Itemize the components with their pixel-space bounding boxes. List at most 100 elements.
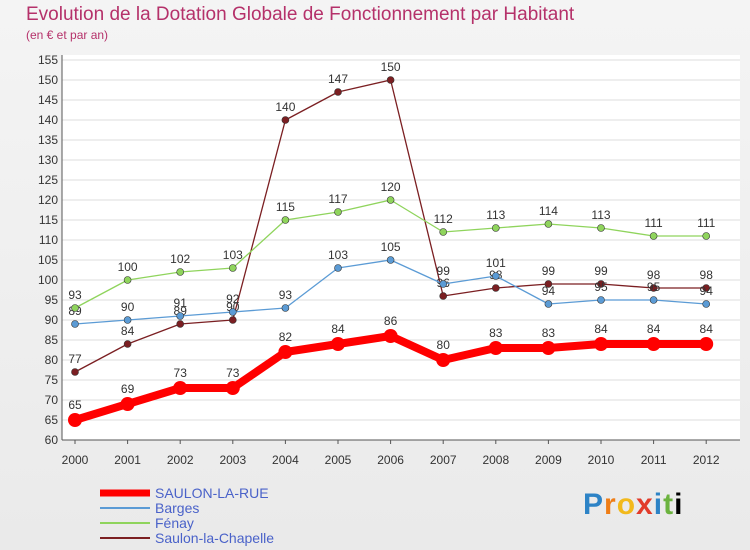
data-label: 91 — [174, 296, 188, 310]
data-point — [229, 264, 237, 272]
data-label: 111 — [644, 216, 663, 230]
data-label: 115 — [276, 200, 295, 214]
y-tick-label: 125 — [38, 173, 58, 187]
data-label: 69 — [121, 382, 135, 396]
x-tick-label: 2005 — [325, 453, 352, 467]
data-label: 95 — [647, 280, 661, 294]
x-tick-label: 2002 — [167, 453, 194, 467]
legend-label: Saulon-la-Chapelle — [155, 530, 274, 546]
x-tick-label: 2009 — [535, 453, 562, 467]
data-point — [594, 337, 608, 351]
y-tick-label: 95 — [45, 293, 59, 307]
data-label: 101 — [486, 256, 506, 270]
x-tick-label: 2007 — [430, 453, 457, 467]
data-point — [597, 296, 605, 304]
y-tick-label: 145 — [38, 93, 58, 107]
data-point — [541, 341, 556, 355]
y-tick-label: 90 — [45, 313, 59, 327]
data-label: 90 — [121, 300, 135, 314]
data-point — [491, 224, 500, 232]
data-point — [702, 232, 711, 240]
y-tick-label: 155 — [38, 53, 58, 67]
data-point — [491, 284, 500, 292]
x-tick-label: 2000 — [62, 453, 89, 467]
data-point — [176, 312, 184, 320]
data-point — [71, 320, 79, 328]
data-label: 80 — [437, 338, 451, 352]
y-tick-label: 120 — [38, 193, 58, 207]
data-point — [386, 196, 395, 204]
data-point — [123, 340, 132, 348]
data-point — [173, 381, 188, 395]
data-point — [386, 256, 395, 264]
legend-label: SAULON-LA-RUE — [155, 485, 269, 501]
data-point — [597, 280, 605, 288]
data-label: 140 — [275, 100, 295, 114]
data-point — [334, 208, 342, 216]
y-tick-label: 135 — [38, 133, 58, 147]
legend-label: Barges — [155, 500, 199, 516]
legend-label: Fénay — [155, 515, 194, 531]
data-point — [281, 116, 290, 124]
data-label: 150 — [381, 60, 401, 74]
data-label: 113 — [486, 208, 505, 222]
data-point — [281, 304, 290, 312]
y-tick-label: 80 — [45, 353, 59, 367]
data-label: 98 — [700, 268, 714, 282]
data-label: 83 — [489, 326, 503, 340]
x-tick-label: 2004 — [272, 453, 299, 467]
y-tick-label: 65 — [45, 413, 59, 427]
data-label: 111 — [697, 216, 716, 230]
y-tick-label: 100 — [38, 273, 58, 287]
data-label: 105 — [381, 240, 401, 254]
data-point — [439, 228, 448, 236]
y-tick-label: 140 — [38, 113, 58, 127]
data-label: 102 — [170, 252, 190, 266]
data-point — [439, 292, 448, 300]
data-label: 77 — [68, 352, 82, 366]
data-point — [649, 232, 658, 240]
data-point — [649, 296, 658, 304]
data-point — [123, 316, 132, 324]
data-point — [229, 308, 237, 316]
x-tick-label: 2008 — [482, 453, 509, 467]
data-label: 84 — [121, 324, 135, 338]
data-point — [334, 88, 342, 96]
data-point — [68, 413, 82, 427]
data-label: 94 — [542, 284, 556, 298]
data-point — [491, 272, 500, 280]
data-label: 114 — [539, 204, 558, 218]
y-tick-label: 60 — [45, 433, 59, 447]
y-tick-label: 85 — [45, 333, 59, 347]
data-point — [649, 284, 658, 292]
data-point — [439, 280, 448, 288]
data-label: 84 — [700, 322, 714, 336]
plot-area — [62, 55, 740, 440]
proxiti-logo: Proxiti — [583, 488, 684, 521]
data-point — [597, 224, 605, 232]
data-label: 92 — [226, 292, 240, 306]
data-point — [120, 397, 135, 411]
y-tick-label: 110 — [39, 233, 58, 247]
data-label: 98 — [647, 268, 661, 282]
data-label: 99 — [594, 264, 608, 278]
data-point — [71, 304, 79, 312]
data-point — [331, 337, 345, 351]
data-point — [278, 345, 293, 359]
data-label: 113 — [591, 208, 610, 222]
data-label: 95 — [594, 280, 608, 294]
data-label: 73 — [226, 366, 240, 380]
data-label: 147 — [328, 72, 348, 86]
data-label: 103 — [328, 248, 348, 262]
data-point — [225, 381, 240, 395]
data-label: 99 — [542, 264, 556, 278]
data-label: 65 — [68, 398, 82, 412]
data-point — [383, 329, 398, 343]
data-point — [699, 337, 714, 351]
data-point — [71, 368, 79, 376]
data-label: 84 — [331, 322, 345, 336]
x-tick-label: 2011 — [641, 453, 667, 467]
data-label: 120 — [381, 180, 401, 194]
data-point — [176, 320, 184, 328]
